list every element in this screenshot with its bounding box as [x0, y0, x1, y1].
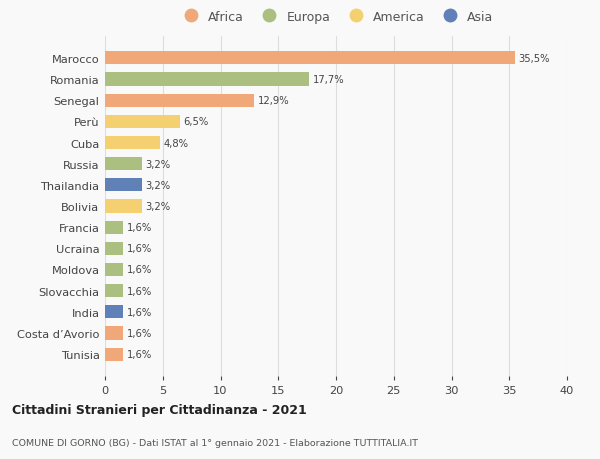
Bar — [105, 327, 124, 340]
Bar — [105, 242, 124, 255]
Bar — [105, 95, 254, 107]
Bar — [105, 263, 124, 276]
Text: Cittadini Stranieri per Cittadinanza - 2021: Cittadini Stranieri per Cittadinanza - 2… — [12, 403, 307, 416]
Text: 1,6%: 1,6% — [127, 307, 152, 317]
Bar — [105, 306, 124, 319]
Bar — [105, 137, 160, 150]
Bar — [105, 200, 142, 213]
Text: 17,7%: 17,7% — [313, 75, 344, 85]
Bar — [105, 73, 310, 86]
Bar — [105, 116, 180, 129]
Text: 3,2%: 3,2% — [145, 180, 170, 190]
Text: 1,6%: 1,6% — [127, 349, 152, 359]
Legend: Africa, Europa, America, Asia: Africa, Europa, America, Asia — [178, 11, 494, 24]
Text: 1,6%: 1,6% — [127, 244, 152, 254]
Bar — [105, 285, 124, 297]
Text: 1,6%: 1,6% — [127, 265, 152, 275]
Text: 1,6%: 1,6% — [127, 286, 152, 296]
Bar — [105, 158, 142, 171]
Bar — [105, 221, 124, 234]
Bar — [105, 179, 142, 192]
Text: 1,6%: 1,6% — [127, 223, 152, 233]
Text: COMUNE DI GORNO (BG) - Dati ISTAT al 1° gennaio 2021 - Elaborazione TUTTITALIA.I: COMUNE DI GORNO (BG) - Dati ISTAT al 1° … — [12, 438, 418, 447]
Text: 35,5%: 35,5% — [518, 54, 550, 64]
Text: 12,9%: 12,9% — [257, 96, 289, 106]
Bar — [105, 52, 515, 65]
Text: 1,6%: 1,6% — [127, 328, 152, 338]
Text: 3,2%: 3,2% — [145, 159, 170, 169]
Text: 6,5%: 6,5% — [184, 117, 209, 127]
Bar — [105, 348, 124, 361]
Text: 4,8%: 4,8% — [164, 138, 189, 148]
Text: 3,2%: 3,2% — [145, 202, 170, 212]
